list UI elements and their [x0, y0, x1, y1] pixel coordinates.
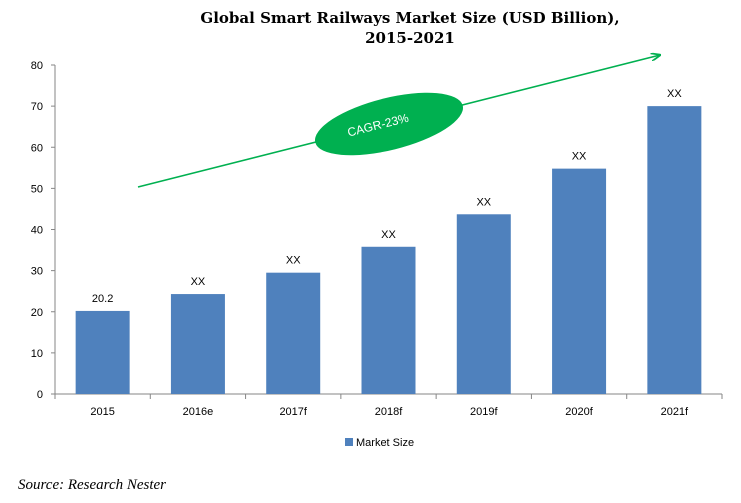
chart-title-line-2: 2015-2021 — [365, 29, 455, 47]
x-tick-label: 2019f — [470, 406, 498, 418]
bar-data-label: XX — [667, 88, 682, 100]
source-note: Source: Research Nester — [18, 477, 167, 493]
bar-data-label: XX — [286, 255, 301, 267]
legend-label: Market Size — [356, 437, 414, 449]
y-tick-label: 80 — [31, 60, 43, 72]
bar-data-label: XX — [191, 276, 206, 288]
y-tick-label: 50 — [31, 183, 43, 195]
bar — [552, 168, 607, 394]
axes: 0 10 20 30 40 50 60 70 80 2015 2016e 2017f 2018f 2019… — [31, 60, 723, 418]
bar — [170, 294, 225, 394]
chart-title: Global Smart Railways Market Size (USD B… — [160, 8, 660, 48]
y-tick-label: 10 — [31, 348, 43, 360]
bar-data-label: XX — [572, 151, 587, 163]
y-tick-label: 20 — [31, 307, 43, 319]
legend: Market Size — [345, 437, 414, 449]
y-tick-label: 60 — [31, 142, 43, 154]
bar-chart: 0 10 20 30 40 50 60 70 80 2015 2016e 2017f 2018f 2019… — [31, 0, 723, 449]
y-tick-label: 30 — [31, 266, 43, 278]
x-tick-label: 2021f — [661, 406, 689, 418]
bar — [647, 106, 702, 394]
x-tick-label: 2017f — [279, 406, 307, 418]
bar — [361, 246, 416, 394]
bar — [75, 310, 130, 394]
x-tick-label: 2018f — [375, 406, 403, 418]
chart-title-line-1: Global Smart Railways Market Size (USD B… — [200, 9, 620, 27]
bar-data-label: XX — [381, 229, 396, 241]
x-tick-label: 2016e — [183, 406, 214, 418]
cagr-badge — [314, 92, 464, 156]
bar-data-label: 20.2 — [92, 293, 113, 305]
x-tick-label: 2015 — [90, 406, 114, 418]
bars — [75, 106, 702, 394]
cagr-annotation: CAGR-23% — [137, 55, 660, 188]
legend-swatch — [345, 438, 353, 446]
y-tick-label: 0 — [37, 389, 43, 401]
x-tick-label: 2020f — [565, 406, 593, 418]
y-tick-label: 70 — [31, 101, 43, 113]
data-labels: 20.2 XX XX XX XX XX XX — [92, 88, 682, 305]
bar-data-label: XX — [476, 196, 491, 208]
bar — [456, 214, 511, 394]
y-tick-label: 40 — [31, 225, 43, 237]
bar — [266, 272, 321, 394]
